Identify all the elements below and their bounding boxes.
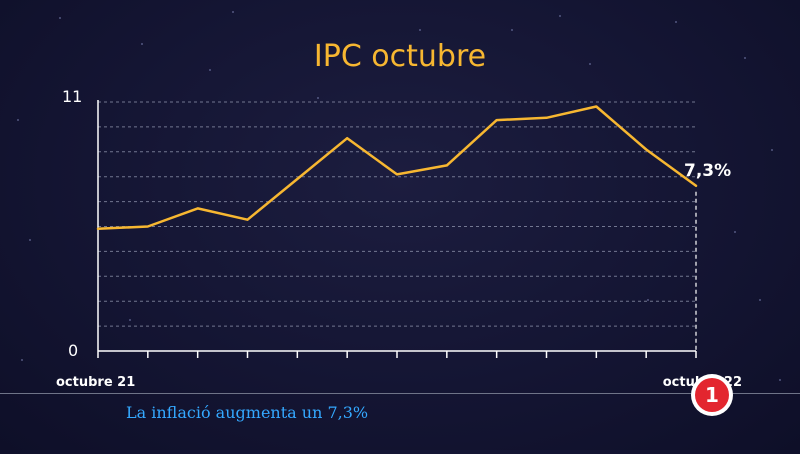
star: [21, 359, 23, 361]
star: [232, 11, 234, 13]
star: [779, 379, 781, 381]
star: [744, 57, 746, 59]
star: [511, 29, 513, 31]
star: [209, 69, 211, 71]
grid-lines: [98, 102, 696, 326]
ticker-headline: La inflació augmenta un 7,3%: [126, 403, 368, 422]
star: [559, 15, 561, 17]
star: [419, 29, 421, 31]
star: [29, 239, 31, 241]
star: [647, 299, 649, 301]
tve-1-logo: 1: [689, 372, 735, 418]
star: [141, 43, 143, 45]
star: [17, 119, 19, 121]
news-ticker: La inflació augmenta un 7,3%: [0, 393, 800, 451]
chart-title: IPC octubre: [314, 39, 486, 74]
star: [675, 21, 677, 23]
y-tick-label: 11: [62, 87, 82, 106]
star: [771, 149, 773, 151]
x-tick-label: octubre 21: [56, 375, 135, 390]
star: [589, 63, 591, 65]
series-line: [98, 107, 696, 229]
star: [59, 17, 61, 19]
axes: [98, 100, 696, 358]
logo-text: 1: [705, 383, 719, 407]
star: [317, 97, 319, 99]
star: [734, 231, 736, 233]
star: [759, 299, 761, 301]
series-layer: 7,3%: [98, 106, 731, 351]
end-value-label: 7,3%: [684, 161, 731, 181]
star: [129, 319, 131, 321]
y-tick-label: 0: [68, 341, 78, 360]
